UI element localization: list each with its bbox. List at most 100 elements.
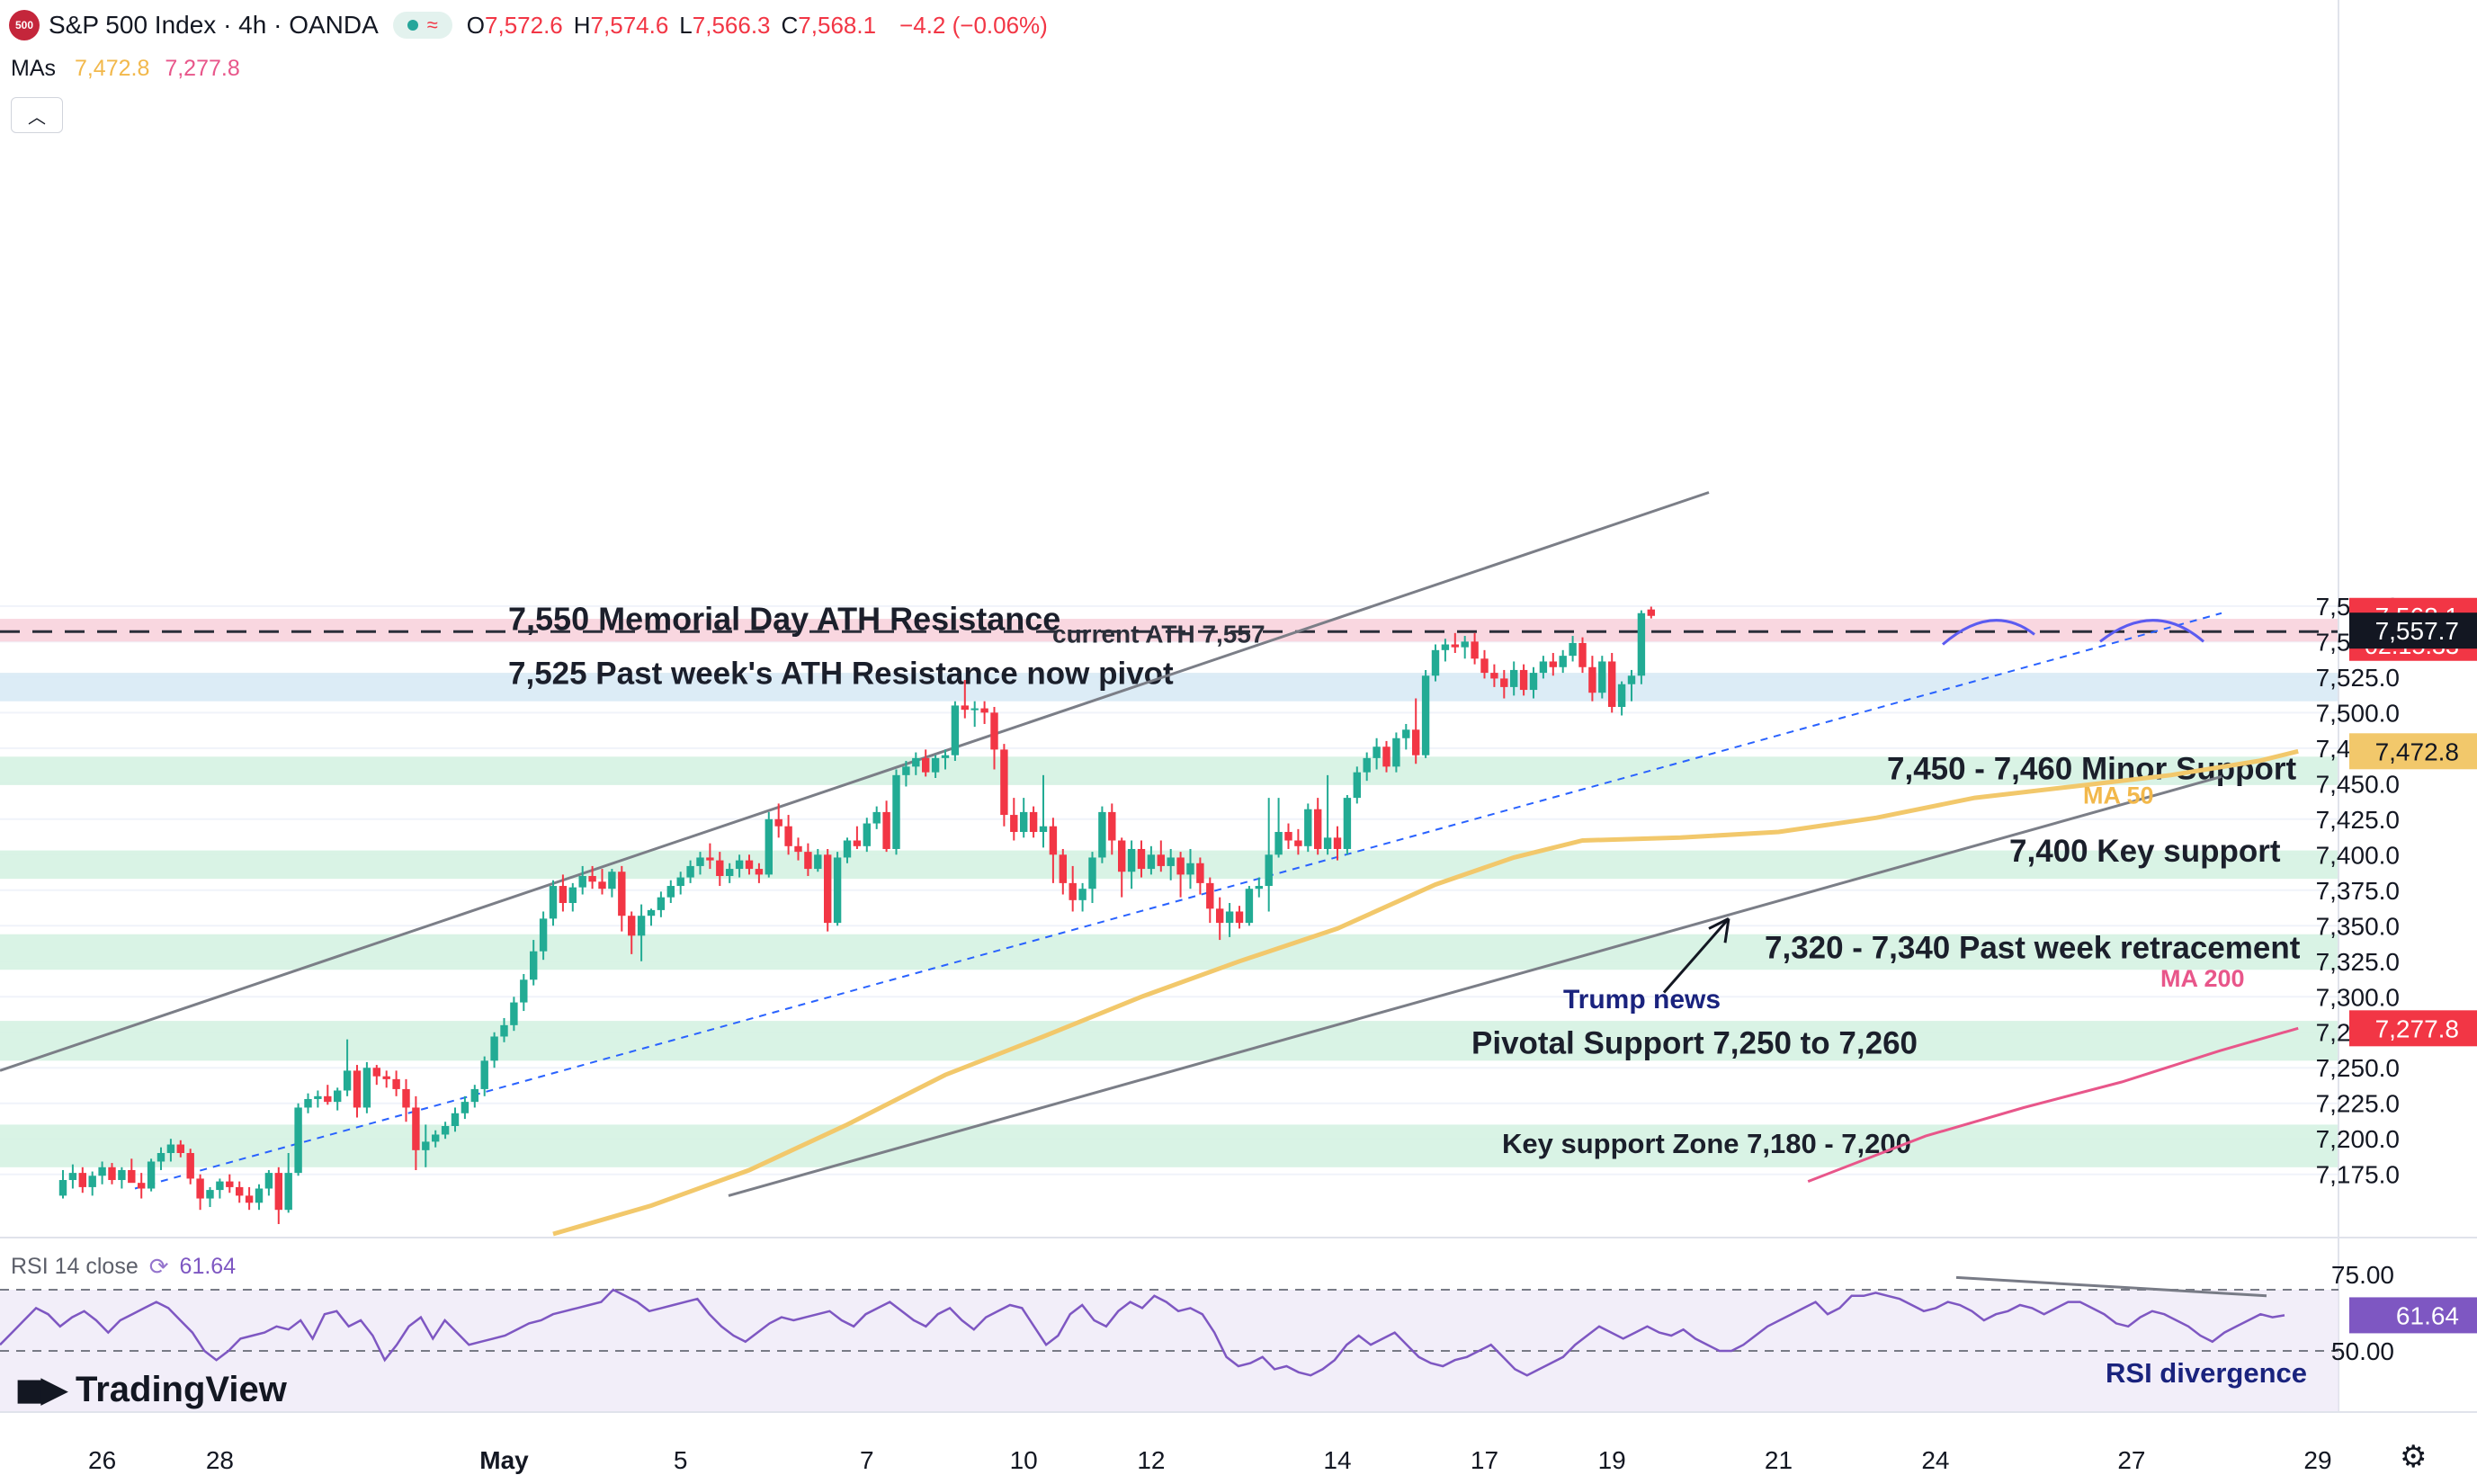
market-status-icon[interactable]: ≈ [392,12,452,39]
candle [676,872,684,895]
candle-body [108,1167,116,1181]
candle [1167,848,1175,881]
candle [1108,803,1116,855]
ma50-label: MA 50 [2083,782,2154,809]
candle [1196,857,1204,895]
candle-body [1608,661,1616,708]
candle-body [1147,854,1156,870]
price-tick-label: 7,225.0 [2316,1090,2400,1118]
time-tick-label: 12 [1137,1446,1165,1474]
zone-band [0,756,2338,785]
candle [1206,877,1214,924]
candle-body [912,757,920,767]
candle-body [530,951,538,980]
candle [784,815,792,855]
candle-body [58,1180,67,1196]
candle [598,869,606,895]
candle-body [128,1169,136,1184]
candle-body [451,1113,460,1126]
candle-body [1421,675,1430,755]
candle-body [1059,854,1067,883]
candle [432,1130,440,1148]
candle [578,865,586,895]
symbol-title[interactable]: S&P 500 Index · 4h · OANDA [49,11,379,39]
candle-body [1216,908,1224,924]
candle [58,1169,67,1199]
double-top-arc [2099,619,2204,643]
price-tag-bg [2349,1010,2477,1047]
candle-body [1078,889,1086,900]
candle [843,837,852,863]
candle [353,1065,362,1118]
candle [1598,656,1606,699]
candle-body [1020,811,1028,833]
rsi-value-tag: 61.64 [2396,1301,2459,1329]
candle-body [78,1173,86,1187]
symbol-header: 500 S&P 500 Index · 4h · OANDA ≈ O7,572.… [9,9,1048,41]
candle-body [539,918,548,952]
candle [1078,882,1086,912]
candle [1294,828,1302,855]
candle-body [1206,882,1214,909]
candle-body [226,1181,234,1187]
candle-body [441,1125,450,1135]
price-tag-bg [2349,733,2477,770]
price-tick-label: 7,400.0 [2316,841,2400,869]
ohlc-readout: O7,572.6 H7,574.6 L7,566.3 C7,568.1 [467,12,887,40]
candle-body [647,909,656,916]
candle-body [1461,641,1469,648]
candle-body [1176,857,1185,875]
candle-body [382,1076,390,1079]
candle [1225,902,1234,937]
rsi-tick-label: 75.00 [2331,1261,2394,1289]
collapse-legend-button[interactable]: ︿ [11,97,63,133]
price-tag-bg [2349,612,2477,649]
candle [1235,906,1244,929]
candle-body [1637,612,1646,676]
candle [814,848,822,872]
settings-gear-icon[interactable]: ⚙ [2400,1440,2428,1474]
candle [1157,840,1165,872]
rsi-legend[interactable]: RSI 14 close ⟳ 61.64 [11,1253,236,1281]
candle [274,1167,282,1224]
candle [166,1139,175,1162]
zone-band [0,673,2338,702]
candle-body [588,875,596,882]
candle [1098,806,1106,863]
candle [284,1153,292,1213]
zone-label: 7,450 - 7,460 Minor Support [1887,752,2296,787]
candle-body [755,869,764,875]
moving-averages-legend[interactable]: MAs 7,472.8 7,277.8 [11,56,240,82]
candles [58,606,1655,1224]
candle [745,854,754,875]
candle [1216,897,1224,941]
candle-body [500,1024,508,1037]
time-axis: 26 28 May 5 7 10 12 14 17 19 21 24 27 29 [0,1411,2477,1474]
candle-body [559,886,568,903]
candle-body [1588,666,1596,693]
candle [1608,652,1616,713]
candle [490,1032,498,1068]
price-tag: 7,557.7 [2349,612,2477,649]
candle [1127,840,1136,890]
candle-body [1392,738,1400,767]
candle [1373,738,1381,770]
candle [853,826,862,849]
candle-body [745,860,754,870]
candle [706,843,714,870]
candle-body [1118,840,1126,872]
candle-body [902,766,910,775]
candle-body [804,852,812,870]
candle [1265,798,1273,912]
candle [1245,886,1254,926]
candle [1323,774,1332,855]
candle [1500,669,1508,699]
ohlc-key-c: C [781,11,799,39]
rsi-tick-label: 50.00 [2331,1337,2394,1365]
time-tick-label: 5 [674,1446,688,1474]
price-change: −4.2 (−0.06%) [899,11,1048,39]
candle-body [432,1134,440,1142]
candle-body [1010,815,1018,833]
candle [108,1163,116,1185]
